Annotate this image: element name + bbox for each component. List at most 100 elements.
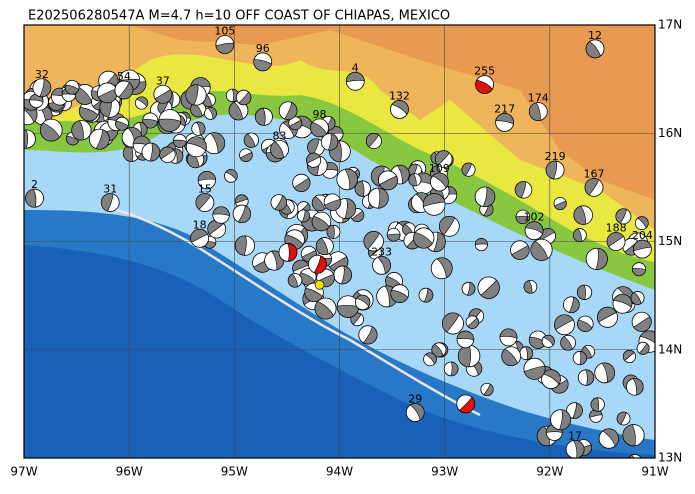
- beachball: [363, 231, 384, 252]
- beachball: [528, 102, 548, 121]
- ball-quadrant: [313, 255, 327, 274]
- ball-quadrant: [154, 89, 173, 104]
- ball-quadrant: [482, 186, 496, 207]
- ball-quadrant: [439, 216, 456, 236]
- lon-label: 93W: [431, 465, 458, 479]
- ball-quadrant: [579, 351, 587, 366]
- beachball: [597, 306, 619, 328]
- depth-label: 37: [156, 74, 170, 87]
- ball-quadrant: [270, 141, 285, 159]
- ball-quadrant: [326, 224, 335, 239]
- beachball: [234, 194, 249, 209]
- beachball: [315, 237, 334, 256]
- beachball: [577, 369, 595, 386]
- beachball: [288, 116, 303, 131]
- beachball: [141, 142, 161, 162]
- ball-quadrant: [584, 178, 600, 196]
- beachball: [514, 181, 533, 199]
- ball-quadrant: [435, 150, 450, 166]
- ball-quadrant: [64, 84, 79, 95]
- ball-quadrant: [95, 129, 110, 150]
- beachball: [431, 342, 447, 358]
- ball-quadrant: [324, 198, 342, 211]
- depth-label: 29: [408, 393, 422, 406]
- events: 255 12 174 219 167 188 204 217 132 29 17 32 54 37 105 9…: [24, 25, 655, 490]
- ball-quadrant: [466, 282, 476, 296]
- ball-quadrant: [149, 142, 161, 162]
- ball-quadrant: [633, 487, 647, 490]
- ball-quadrant: [301, 209, 310, 223]
- ball-quadrant: [409, 403, 425, 421]
- beachball: [501, 346, 521, 367]
- beachball: [475, 75, 495, 94]
- beachball: [456, 330, 475, 349]
- ball-quadrant: [515, 215, 530, 224]
- ball-quadrant: [341, 265, 352, 285]
- depth-label: 15: [198, 183, 212, 196]
- ball-quadrant: [79, 106, 99, 122]
- beachball: [367, 187, 389, 209]
- ball-quadrant: [623, 350, 635, 361]
- beachball: [633, 482, 648, 490]
- ball-quadrant: [616, 411, 627, 425]
- ball-quadrant: [525, 221, 544, 235]
- beachball: [97, 82, 118, 104]
- beachball: [622, 424, 645, 447]
- beachball: [523, 279, 538, 294]
- beachball: [630, 291, 645, 305]
- ball-quadrant: [597, 306, 617, 323]
- beachball: [354, 180, 371, 197]
- ball-quadrant: [315, 237, 329, 255]
- beachball: [204, 106, 217, 120]
- beachball: [434, 150, 453, 168]
- ball-quadrant: [501, 348, 518, 366]
- ball-quadrant: [585, 41, 601, 59]
- ball-quadrant: [158, 118, 182, 132]
- lon-label: 96W: [116, 465, 143, 479]
- ball-quadrant: [234, 235, 247, 256]
- beachball: [573, 205, 593, 225]
- depth-label: 17: [568, 429, 582, 442]
- ball-quadrant: [551, 379, 569, 394]
- beachball: [510, 240, 530, 260]
- depth-label: 12: [588, 29, 602, 42]
- ball-quadrant: [572, 402, 583, 419]
- beachball: [336, 295, 360, 318]
- ball-quadrant: [336, 305, 360, 318]
- ball-quadrant: [613, 294, 633, 308]
- beachball: [314, 297, 337, 320]
- map-title: E202506280547A M=4.7 h=10 OFF COAST OF C…: [28, 9, 450, 24]
- beachball: [615, 208, 632, 225]
- ball-quadrant: [25, 188, 37, 208]
- ball-quadrant: [363, 326, 378, 345]
- beachball: [386, 227, 401, 242]
- depth-label: 96: [256, 42, 270, 55]
- beachball: [378, 170, 398, 191]
- lat-label: 15N: [658, 234, 682, 248]
- ball-quadrant: [483, 202, 494, 217]
- beachball: [565, 439, 585, 458]
- ball-quadrant: [311, 215, 330, 232]
- ball-quadrant: [344, 198, 356, 219]
- beachball: [299, 268, 317, 286]
- beachball: [32, 78, 52, 98]
- beachball: [631, 262, 647, 277]
- ball-quadrant: [545, 160, 558, 180]
- ball-quadrant: [480, 279, 500, 299]
- ball-quadrant: [523, 365, 546, 380]
- beachball: [438, 215, 460, 237]
- ball-quadrant: [185, 84, 199, 106]
- beachball: [528, 330, 548, 349]
- ball-quadrant: [287, 273, 298, 288]
- ball-quadrant: [344, 168, 358, 190]
- ball-quadrant: [499, 328, 518, 339]
- beachball: [224, 169, 238, 183]
- ball-quadrant: [100, 193, 114, 212]
- ball-quadrant: [39, 122, 60, 142]
- ball-quadrant: [351, 210, 365, 222]
- beachball: [577, 315, 594, 333]
- ball-quadrant: [554, 314, 574, 331]
- beachball: [576, 284, 593, 300]
- ball-quadrant: [431, 343, 444, 358]
